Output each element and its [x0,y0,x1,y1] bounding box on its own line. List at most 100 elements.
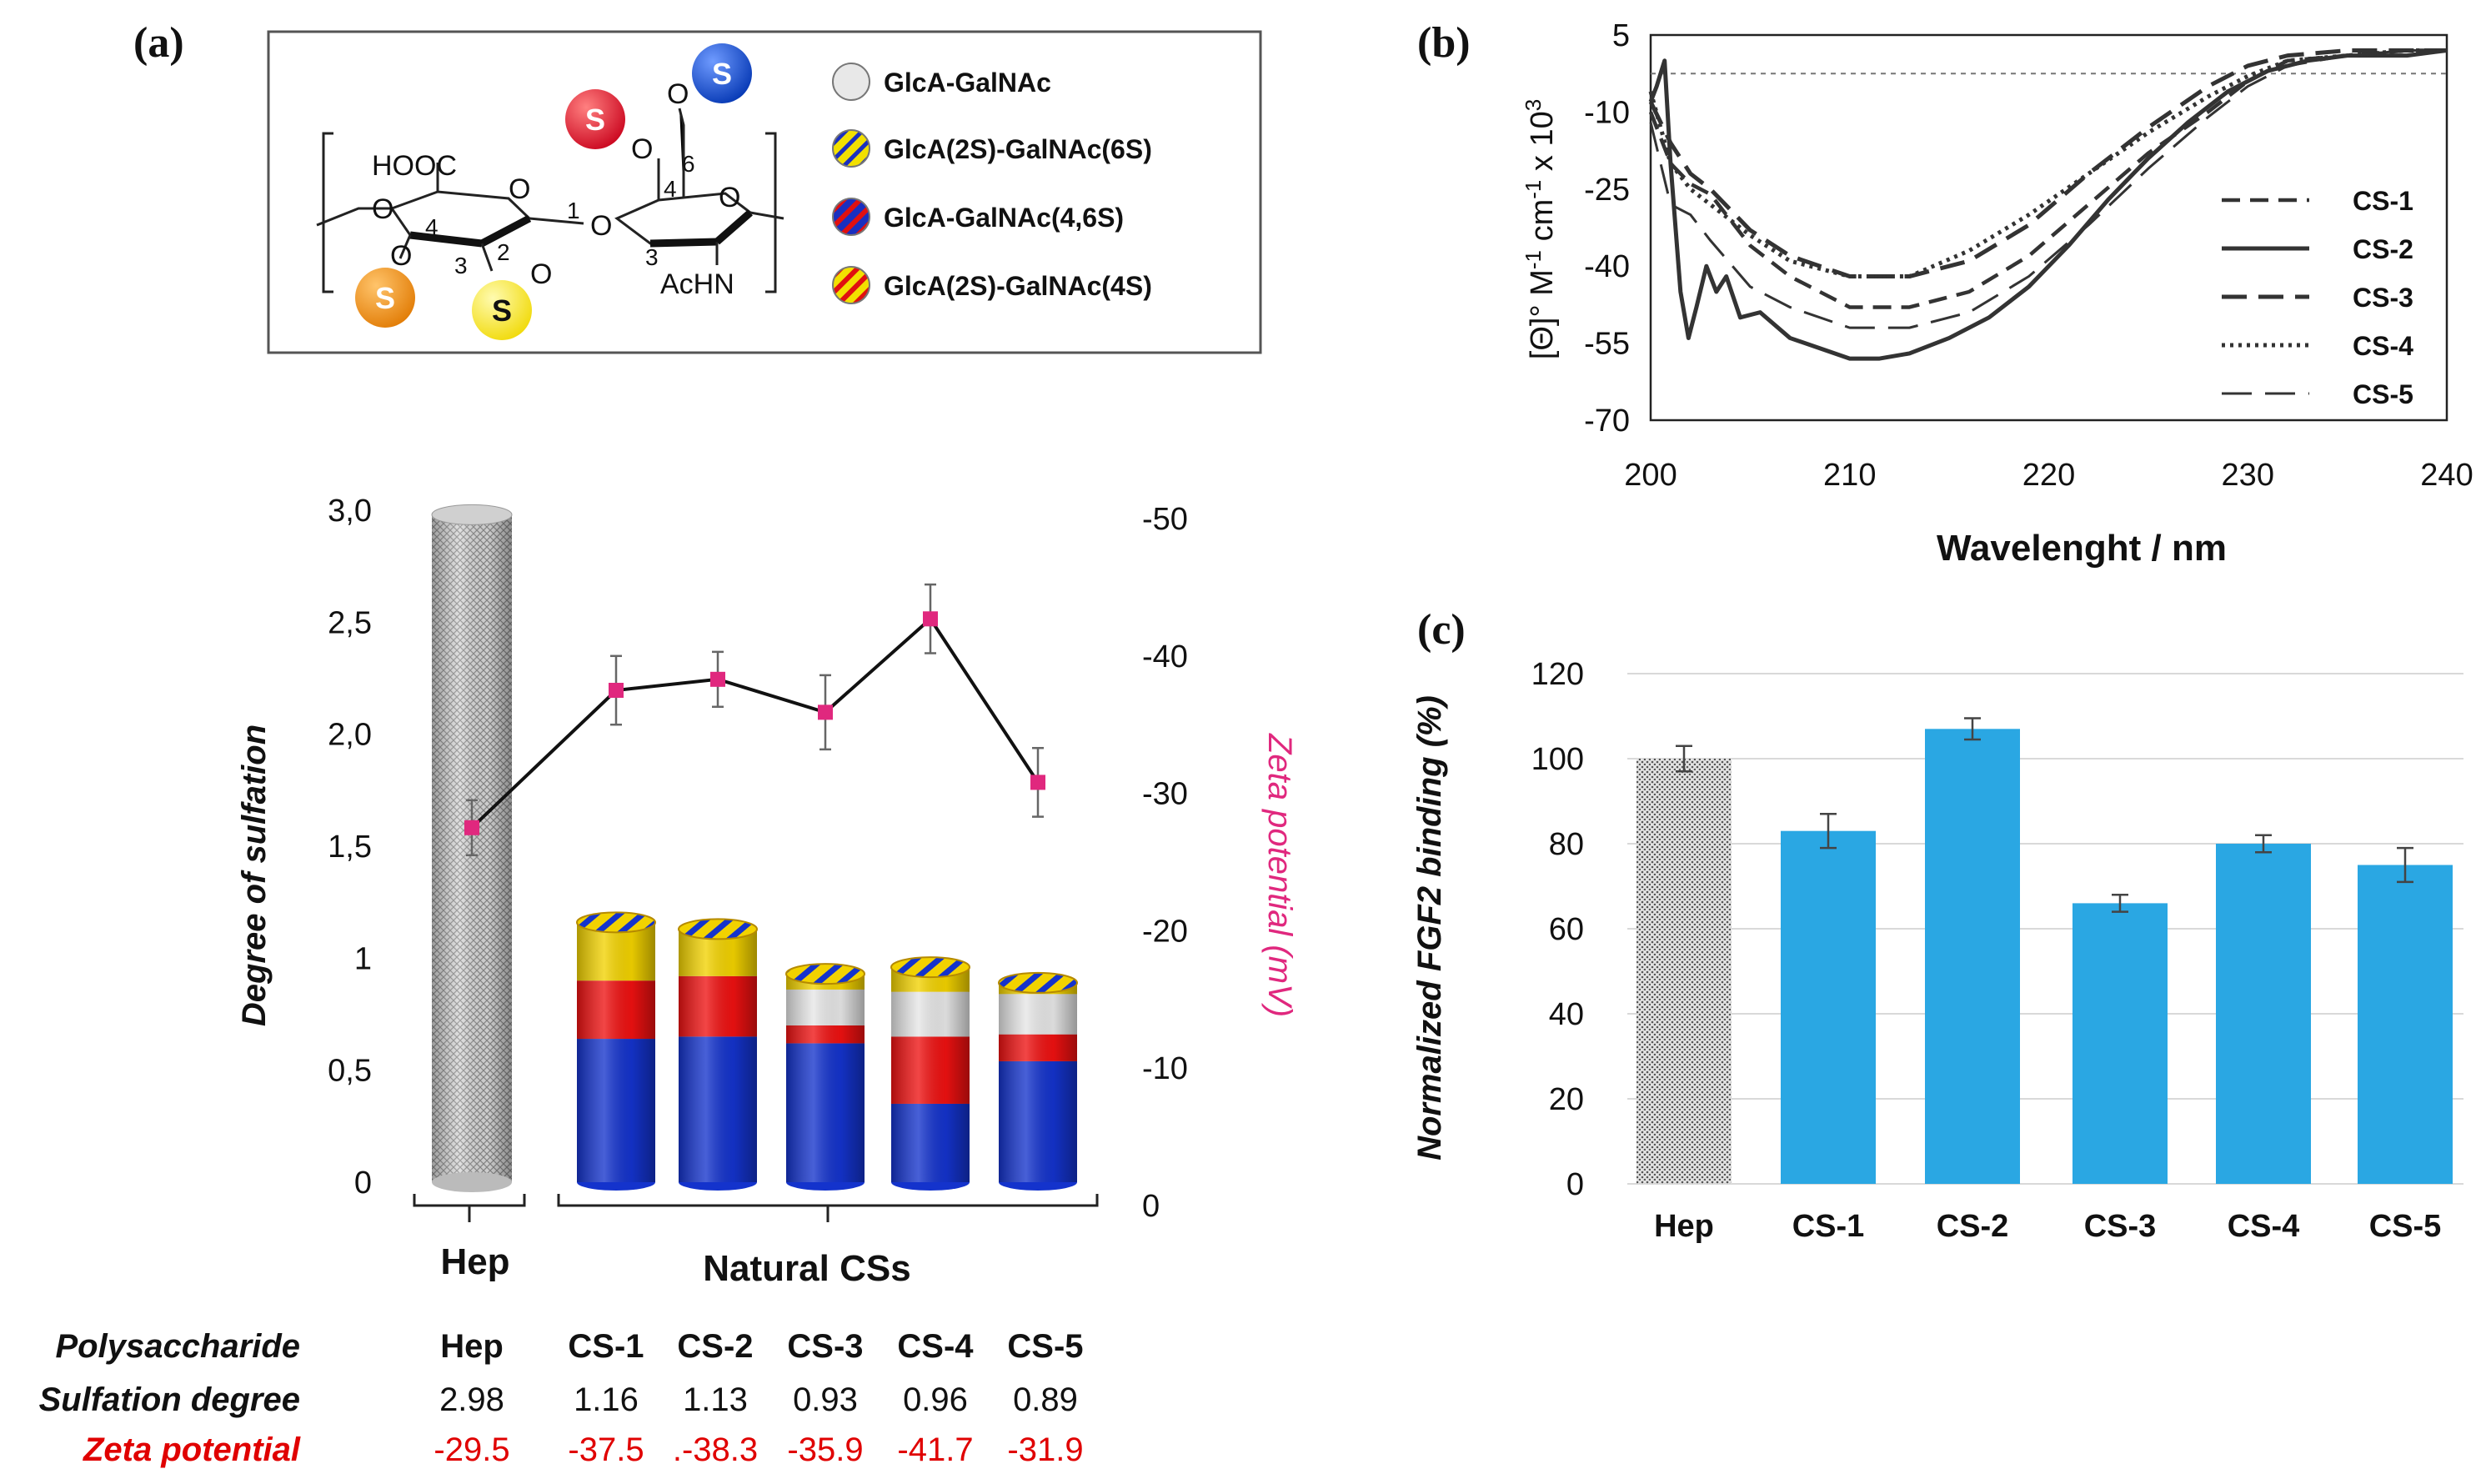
zeta-point-CS-5 [1030,775,1045,790]
chart-a-ytick: 1 [354,941,372,976]
bar-shade-CS-4 [891,967,970,1182]
chart-c-bar-CS-2 [1925,729,2020,1184]
chart-a: Degree of sulfation Zeta potential (mV) … [236,494,1298,1289]
sulfate-red-icon: S [565,89,625,149]
pos-4a: 4 [425,214,439,240]
sulfate-yellow-icon: S [472,280,532,340]
group-bracket-hep [413,1194,526,1222]
chart-c-ylabel: Normalized FGF2 binding (%) [1411,695,1448,1161]
table-cell: 0.89 [1013,1381,1078,1418]
chart-b-ylabel: [Θ]° M-1 cm-1 x 103 [1521,99,1560,359]
chart-c-ytick: 80 [1549,827,1584,862]
structure-box: HOOC O O O O O O O AcHN O 4 3 2 1 4 3 6 … [267,30,1262,354]
zeta-point-CS-1 [609,683,624,698]
legend-label: GlcA(2S)-GalNAc(4S) [884,271,1152,301]
pos-2a: 2 [497,239,510,265]
chart-c-xtick: CS-2 [1937,1209,2009,1244]
chart-a-y2tick: -20 [1142,914,1188,949]
pos-3a: 3 [454,253,468,278]
table-cell: .-38.3 [673,1431,758,1468]
legend-label: GlcA-GalNAc [884,68,1051,98]
legend-swatch-plain-icon [832,63,870,101]
legend-swatch-yellow-red-icon [832,266,870,304]
bar-shade-CS-5 [999,982,1077,1182]
ring-o-2: O [509,173,530,205]
pos-3b: 3 [645,244,659,270]
sulfate-orange-icon: S [355,268,415,328]
pos-1a: 1 [567,198,580,223]
chart-c-bar-CS-3 [2072,903,2168,1184]
group-bracket-cs [557,1194,1099,1222]
chart-c-ytick: 0 [1566,1167,1584,1202]
legend-item: GlcA(2S)-GalNAc(6S) [832,129,1152,168]
chart-c-bar-CS-1 [1781,830,1876,1184]
ring-o-5: O [590,210,612,242]
chart-b-xtick: 240 [2420,458,2473,493]
chart-a-y2label: Zeta potential (mV) [1261,733,1298,1017]
chart-b-legend-label: CS-1 [2353,186,2413,216]
table-cell: CS-1 [568,1328,644,1365]
chart-c: Normalized FGF2 binding (%) 0 20 40 60 80 100… [1411,657,2463,1244]
chart-b-ytick: -70 [1584,404,1630,439]
table-cell: 2.98 [439,1381,504,1418]
chart-b-legend-label: CS-3 [2353,283,2413,313]
chart-b-ytick: -55 [1584,327,1630,362]
table-row-header: Zeta potential [83,1431,301,1468]
pos-4b: 4 [664,176,677,202]
table-cell: -35.9 [787,1431,863,1468]
chart-a-y2tick: 0 [1142,1189,1160,1224]
chart-a-ytick: 0,5 [328,1054,372,1089]
chart-b-ytick: 5 [1612,18,1630,53]
chart-a-y2tick: -30 [1142,777,1188,812]
panel-label-a: (a) [133,19,184,67]
table-cell: -31.9 [1007,1431,1083,1468]
table-cell: -37.5 [568,1431,644,1468]
chart-c-ytick: 100 [1531,742,1584,777]
chart-a-ytick: 3,0 [328,494,372,529]
bar-top-CS-4 [890,956,970,979]
chart-c-ytick: 60 [1549,912,1584,947]
sulfate-blue-icon: S [692,43,752,103]
table-row-header: Polysaccharide [56,1328,301,1365]
chart-b-xtick: 220 [2022,458,2075,493]
chart-a-ytick: 0 [354,1166,372,1201]
ring-o-3: O [390,240,412,272]
disaccharide-legend: GlcA-GalNAc GlcA(2S)-GalNAc(6S) GlcA-Gal… [832,63,1152,304]
bar-top-CS-2 [678,918,758,940]
chart-b-ytick: -25 [1584,173,1630,208]
ring-o-4: O [530,258,552,290]
chart-c-xtick: CS-5 [2369,1209,2442,1244]
table-cell: -29.5 [434,1431,509,1468]
legend-item: GlcA-GalNAc(4,6S) [832,198,1124,236]
bar-shade-CS-3 [786,974,865,1182]
chart-b-series-CS-1 [1648,48,2447,309]
legend-swatch-red-blue-icon [832,198,870,236]
chart-a-ytick: 2,5 [328,605,372,640]
legend-label: GlcA(2S)-GalNAc(6S) [884,134,1152,164]
zeta-point-CS-3 [818,704,833,720]
chart-b-ytick: -10 [1584,95,1630,130]
chart-c-bar-CS-4 [2216,844,2311,1184]
sulfate-orange-label: S [375,281,395,315]
chart-b: [Θ]° M-1 cm-1 x 103 Wavelenght / nm 5 -10… [1521,18,2473,569]
zeta-point-CS-2 [710,671,725,687]
ring-o-8: O [667,78,689,110]
sulfate-blue-label: S [712,57,732,91]
chart-c-ytick: 40 [1549,997,1584,1032]
ring-o-6: O [631,133,653,165]
sulfate-yellow-label: S [492,293,512,328]
chart-c-bar-Hep [1636,759,1732,1184]
bar-shade-CS-1 [577,922,655,1182]
panel-label-c: (c) [1417,606,1466,654]
chart-a-ytick: 1,5 [328,830,372,865]
group-label-hep: Hep [440,1241,509,1282]
chart-c-xtick: CS-1 [1792,1209,1865,1244]
chart-a-y2tick: -10 [1142,1051,1188,1086]
chart-b-legend-label: CS-2 [2353,234,2413,264]
chart-c-xtick: CS-4 [2228,1209,2300,1244]
table-row-header: Sulfation degree [39,1381,300,1418]
ring-o-1: O [372,193,393,225]
chart-b-xtick: 200 [1624,458,1677,493]
hooc-label: HOOC [372,150,457,182]
table-cell: CS-5 [1007,1328,1083,1365]
